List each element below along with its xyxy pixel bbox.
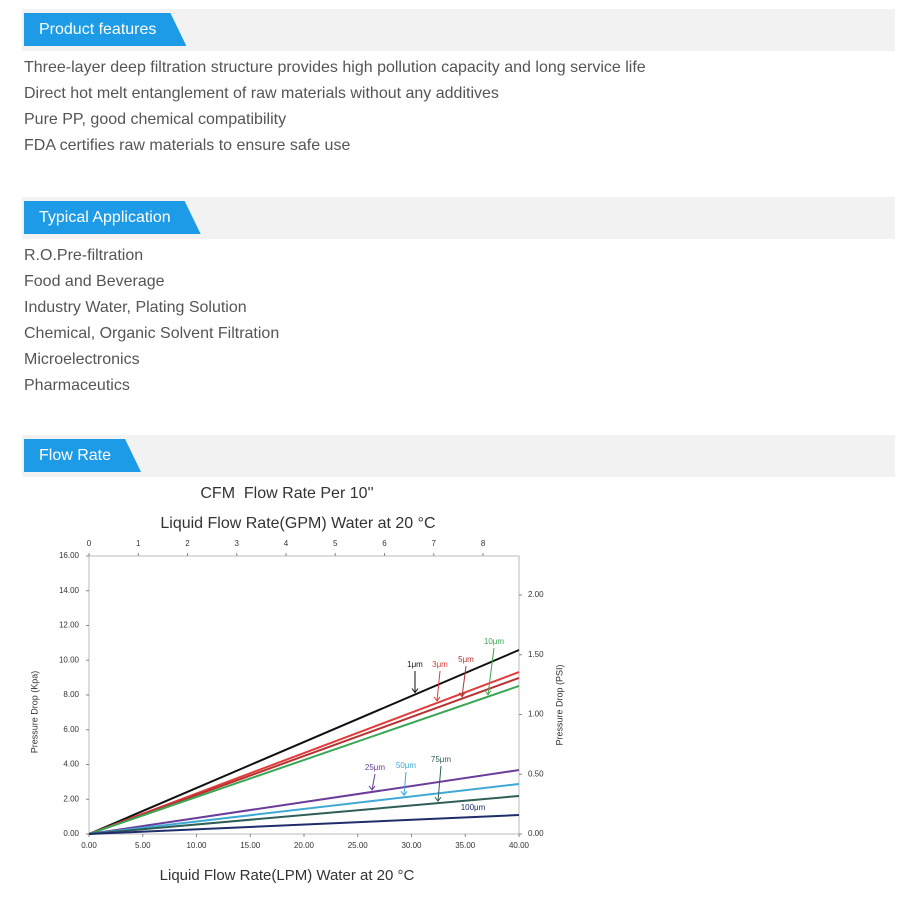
y-tick-label: 6.00	[63, 725, 79, 734]
x2-tick-label: 3	[235, 539, 240, 548]
x2-tick-label: 7	[432, 539, 437, 548]
series-label: 1μm	[407, 660, 423, 669]
section-title: Typical Application	[24, 201, 201, 234]
series-line	[88, 814, 520, 835]
annotation-arrow	[368, 773, 376, 791]
x-tick-label: 40.00	[509, 841, 530, 850]
section-header: Typical Application	[22, 197, 895, 239]
x-tick-label: 35.00	[455, 841, 476, 850]
y2-tick-label: 0.00	[528, 829, 544, 838]
x-tick-label: 30.00	[401, 841, 422, 850]
series-label: 5μm	[458, 655, 474, 664]
x2-tick-label: 6	[382, 539, 387, 548]
section-header: Flow Rate	[22, 435, 895, 477]
y2-axis-label: Pressure Drop (PSI)	[554, 664, 564, 745]
chart-subtitle: Liquid Flow Rate(GPM) Water at 20 °C	[160, 515, 435, 532]
series-line	[88, 794, 520, 835]
annotation-arrow	[458, 665, 467, 698]
list-item: Direct hot melt entanglement of raw mate…	[24, 85, 499, 102]
y-tick-label: 16.00	[59, 551, 80, 560]
x2-tick-label: 8	[481, 539, 486, 548]
y-tick-label: 4.00	[63, 760, 79, 769]
list-item: Pharmaceutics	[24, 377, 130, 394]
x2-tick-label: 1	[136, 539, 141, 548]
y2-tick-label: 1.50	[528, 650, 544, 659]
x2-tick-label: 2	[185, 539, 190, 548]
section-title: Flow Rate	[24, 439, 141, 472]
list-item: Pure PP, good chemical compatibility	[24, 111, 287, 128]
list-item: Chemical, Organic Solvent Filtration	[24, 325, 280, 342]
list-item: Food and Beverage	[24, 273, 165, 290]
y2-tick-label: 0.50	[528, 769, 544, 778]
series-line	[88, 677, 520, 835]
y2-tick-label: 1.00	[528, 710, 544, 719]
series-label: 50μm	[396, 761, 417, 770]
annotation-arrow	[400, 771, 408, 797]
series-label: 3μm	[432, 660, 448, 669]
x-tick-label: 5.00	[135, 841, 151, 850]
x-tick-label: 15.00	[240, 841, 261, 850]
list-item: FDA certifies raw materials to ensure sa…	[24, 137, 351, 154]
x-tick-label: 25.00	[348, 841, 369, 850]
list-item: Microelectronics	[24, 351, 140, 368]
chart: CFM Flow Rate Per 10'' Liquid Flow Rate(…	[29, 485, 564, 884]
list-item: R.O.Pre-filtration	[24, 247, 144, 264]
annotation-arrow	[433, 670, 441, 702]
list-item: Three-layer deep filtration structure pr…	[24, 59, 646, 76]
y-tick-label: 10.00	[59, 655, 80, 664]
x-tick-label: 20.00	[294, 841, 315, 850]
y2-tick-label: 2.00	[528, 590, 544, 599]
y-tick-label: 0.00	[63, 829, 79, 838]
x2-tick-label: 4	[284, 539, 289, 548]
series-label: 100μm	[461, 803, 486, 812]
x2-tick-label: 5	[333, 539, 338, 548]
y-axis-label: Pressure Drop (Kpa)	[29, 671, 39, 754]
series-line	[88, 685, 520, 835]
chart-title: CFM Flow Rate Per 10''	[200, 485, 373, 502]
series-label: 10μm	[484, 637, 505, 646]
series-label: 75μm	[431, 755, 452, 764]
series-line	[88, 782, 520, 835]
annotation-arrow	[411, 671, 419, 694]
series-line	[88, 649, 520, 835]
y-tick-label: 12.00	[59, 621, 80, 630]
section-title: Product features	[24, 13, 186, 46]
y-tick-label: 14.00	[59, 586, 80, 595]
y-tick-label: 8.00	[63, 690, 79, 699]
annotation-arrow	[484, 647, 495, 696]
x-tick-label: 0.00	[81, 841, 97, 850]
x2-tick-label: 0	[87, 539, 92, 548]
series-line	[88, 769, 520, 835]
annotation-arrow	[434, 765, 442, 802]
section-header: Product features	[22, 9, 895, 51]
y-tick-label: 2.00	[63, 794, 79, 803]
series-label: 25μm	[365, 763, 386, 772]
list-item: Industry Water, Plating Solution	[24, 299, 247, 316]
x-tick-label: 10.00	[186, 841, 207, 850]
x-axis-label: Liquid Flow Rate(LPM) Water at 20 °C	[160, 867, 415, 884]
